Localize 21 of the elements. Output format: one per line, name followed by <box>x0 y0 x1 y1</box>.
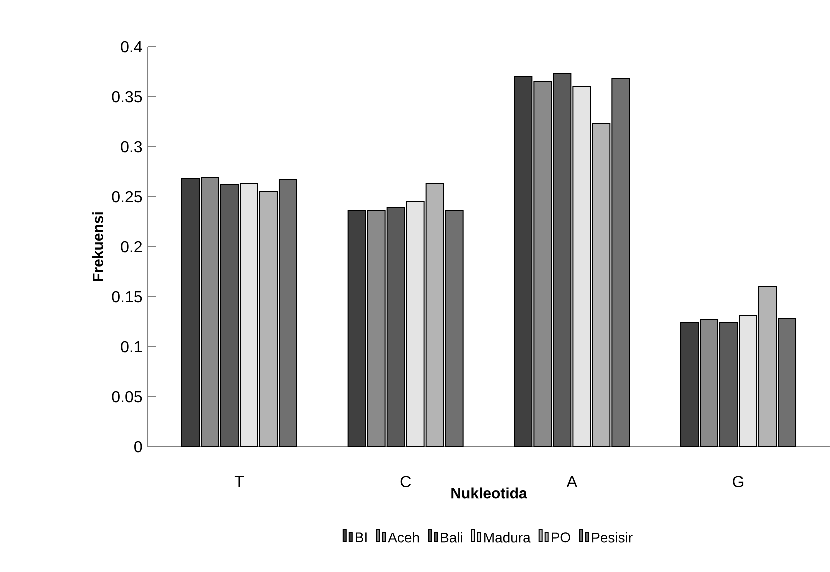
legend-label: Pesisir <box>592 532 633 543</box>
y-tick-label: 0.25 <box>112 191 142 203</box>
y-tick-label: 0 <box>134 441 142 453</box>
legend-label: Bali <box>441 532 462 543</box>
y-tick-label: 0.1 <box>121 341 142 353</box>
legend-label: BI <box>356 532 367 542</box>
legend-label: Aceh <box>388 532 420 543</box>
x-tick-label: A <box>566 476 578 488</box>
x-axis-title: Nukleotida <box>452 488 528 499</box>
x-tick-label: G <box>733 476 744 488</box>
legend-label: Madura <box>484 532 531 543</box>
y-tick-label: 0.4 <box>121 41 142 53</box>
y-tick-label: 0.15 <box>112 291 142 303</box>
y-axis-title: Frekuensi <box>92 212 104 282</box>
y-tick-label: 0.2 <box>121 241 142 253</box>
y-tick-label: 0.05 <box>112 391 142 403</box>
y-tick-label: 0.35 <box>112 91 142 103</box>
x-tick-label: T <box>234 476 244 488</box>
legend-label: PO <box>552 532 570 543</box>
x-tick-label: C <box>400 476 411 488</box>
y-tick-label: 0.3 <box>121 141 142 153</box>
